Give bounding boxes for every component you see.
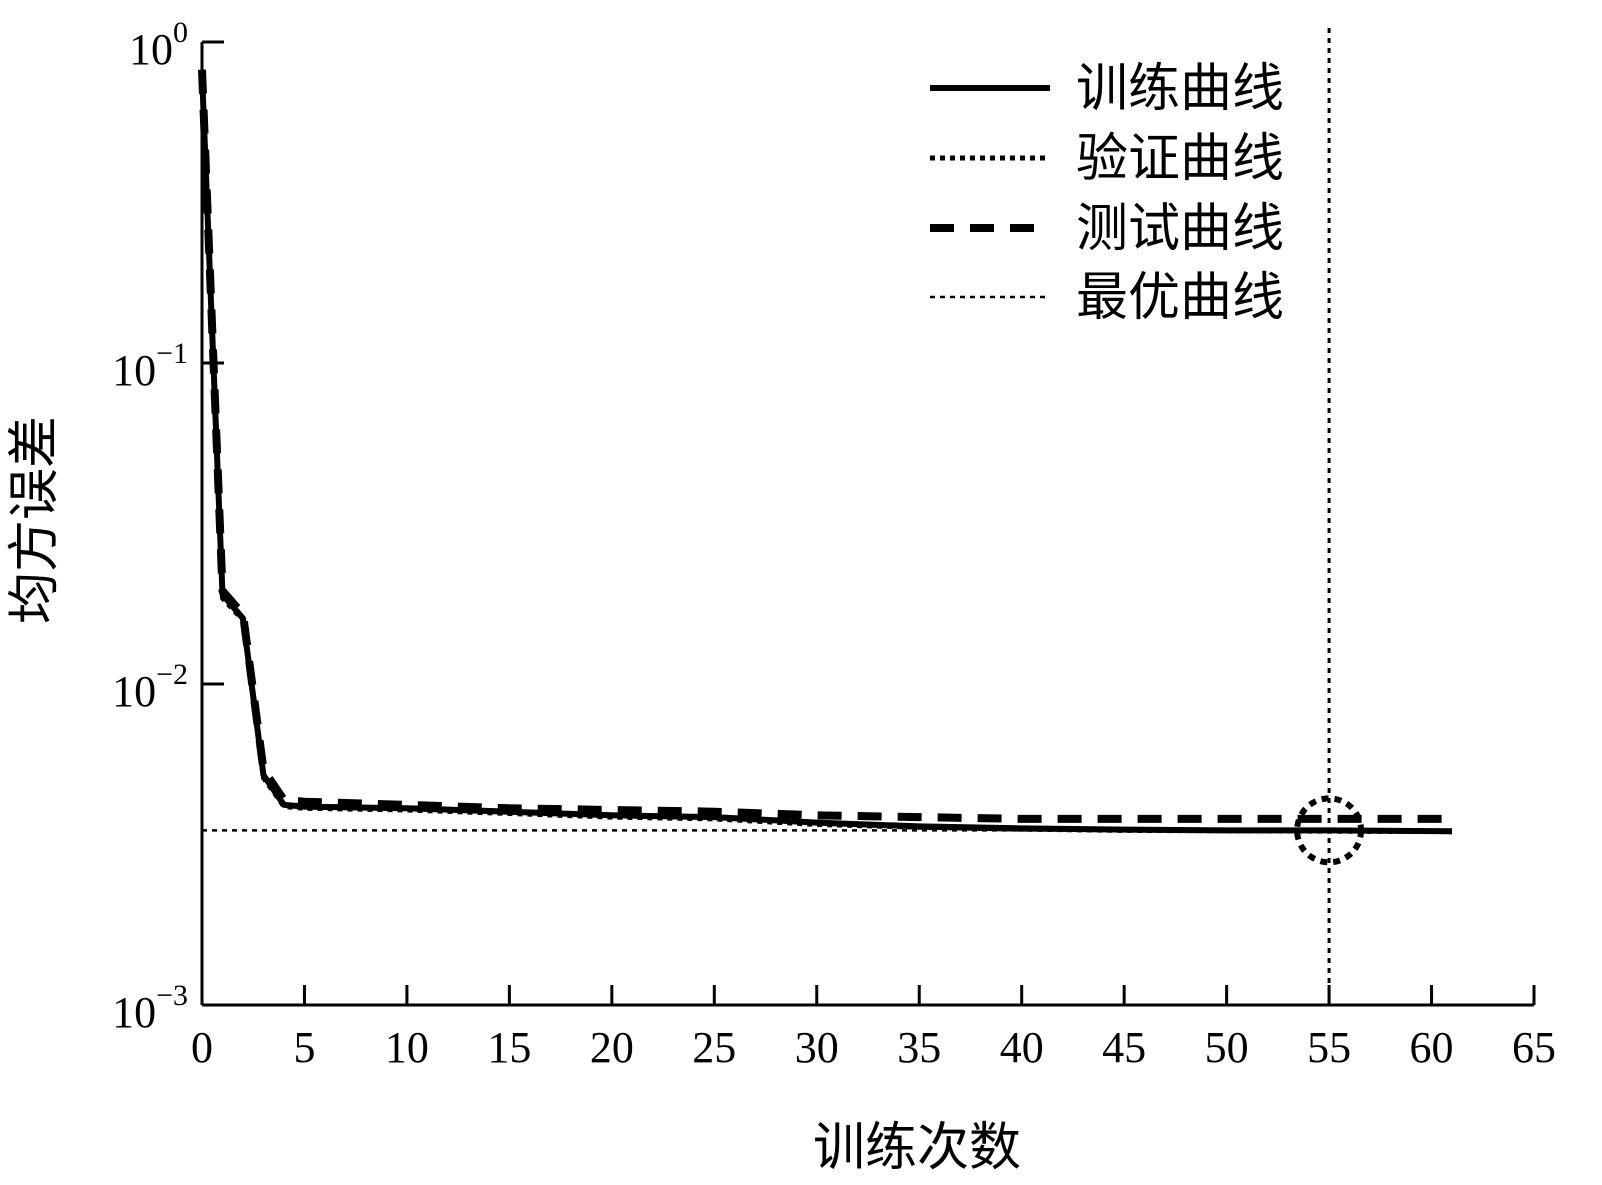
legend-label: 训练曲线 (1076, 61, 1284, 118)
x-tick-label: 0 (191, 1023, 213, 1072)
y-tick-label: 100 (129, 16, 188, 74)
x-tick-label: 65 (1512, 1023, 1556, 1072)
x-tick-label: 10 (385, 1023, 429, 1072)
x-tick-label: 5 (293, 1023, 315, 1072)
x-tick-label: 45 (1102, 1023, 1146, 1072)
x-axis-label: 训练次数 (813, 1120, 1021, 1177)
legend-label: 验证曲线 (1076, 131, 1284, 188)
x-tick-label: 35 (897, 1023, 941, 1072)
series-line-dotted (199, 76, 1453, 835)
y-tick-label: 10−3 (112, 979, 188, 1037)
legend-label: 最优曲线 (1076, 270, 1284, 327)
x-tick-label: 60 (1410, 1023, 1454, 1072)
y-tick-label: 10−2 (112, 658, 188, 716)
tick-labels: 0 5 10 15 20 25 30 35 40 45 50 55 60 65 100 10−1 10−2 10−… (112, 16, 1556, 1072)
y-tick-label: 10−1 (112, 337, 188, 395)
x-tick-label: 30 (795, 1023, 839, 1072)
x-tick-label: 40 (1000, 1023, 1044, 1072)
x-tick-label: 20 (590, 1023, 634, 1072)
legend-label: 测试曲线 (1076, 201, 1284, 258)
x-tick-label: 15 (487, 1023, 531, 1072)
x-tick-label: 50 (1205, 1023, 1249, 1072)
series-line-solid (199, 72, 1453, 835)
series-layer (198, 28, 1453, 1005)
best-point-marker (1294, 795, 1365, 866)
y-axis-label: 均方误差 (7, 416, 64, 624)
x-tick-label: 25 (692, 1023, 736, 1072)
x-tick-label: 55 (1307, 1023, 1351, 1072)
